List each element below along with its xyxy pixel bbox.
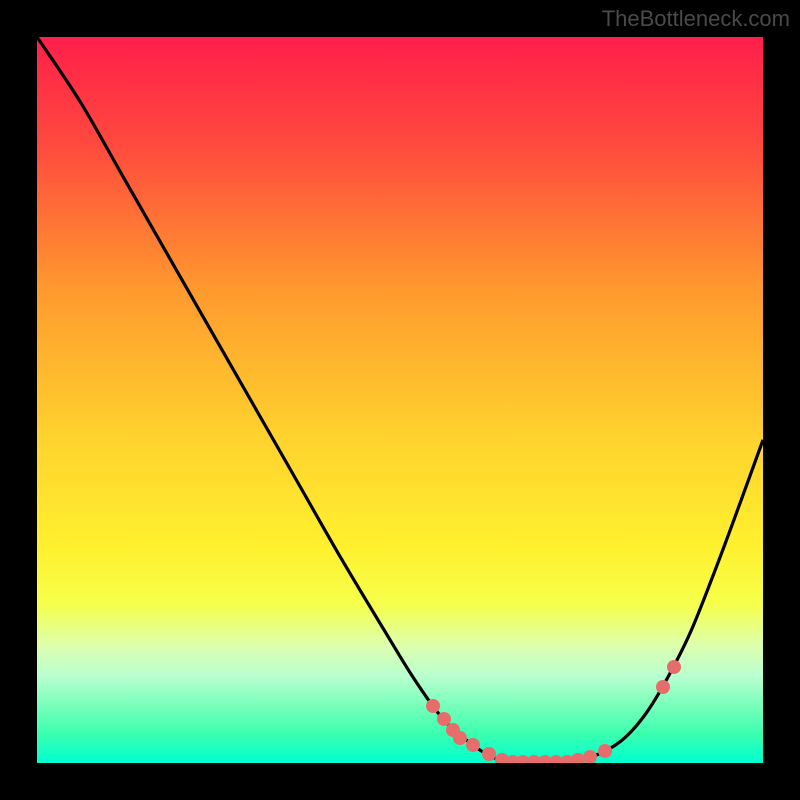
attribution-text: TheBottleneck.com — [602, 6, 790, 32]
chart-marker — [426, 699, 440, 713]
chart-marker — [667, 660, 681, 674]
chart-marker — [466, 738, 480, 752]
chart-marker — [453, 731, 467, 745]
chart-marker — [583, 750, 597, 763]
chart-marker — [598, 744, 612, 758]
chart-marker — [656, 680, 670, 694]
chart-plot-area — [37, 37, 763, 763]
chart-marker — [482, 747, 496, 761]
chart-markers-layer — [37, 37, 763, 763]
